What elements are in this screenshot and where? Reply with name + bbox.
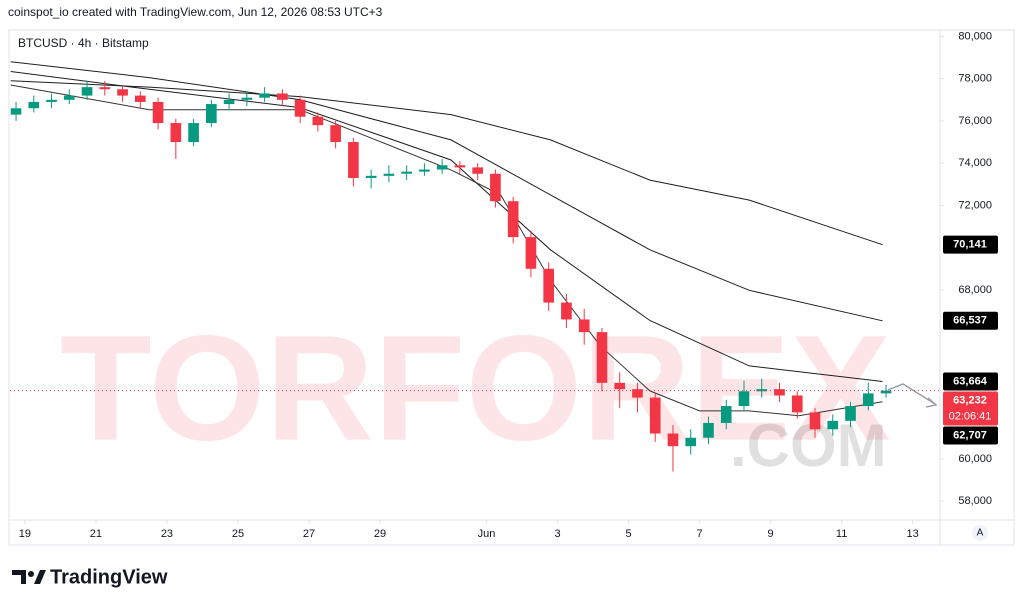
arrow-icon <box>887 383 938 408</box>
candle-body <box>312 116 324 126</box>
price-label: 70,141 <box>953 239 987 251</box>
candle-body <box>756 389 768 392</box>
candle-body <box>472 167 483 174</box>
header: coinspot_io created with TradingView.com… <box>8 5 383 19</box>
watermark-text: TORFOREX <box>60 304 891 472</box>
x-tick-label: 21 <box>90 528 102 540</box>
y-tick-label: 78,000 <box>958 73 992 85</box>
candle-body <box>809 412 821 430</box>
price-label: 62,707 <box>953 429 987 441</box>
candle-body <box>10 108 22 115</box>
candle-body <box>649 397 661 434</box>
x-tick-label: 27 <box>303 528 315 540</box>
candle-body <box>880 390 892 394</box>
price-label-box <box>943 372 998 391</box>
x-tick-label: 23 <box>161 528 173 540</box>
candle-body <box>152 101 164 124</box>
candle-body <box>99 87 111 90</box>
candle-body <box>223 99 235 105</box>
y-tick-label: 74,000 <box>958 157 992 169</box>
chart-frame <box>8 29 1015 546</box>
candle-body <box>436 165 448 170</box>
price-label: 63,232 <box>953 394 987 406</box>
ma-line <box>10 71 883 382</box>
candle-body <box>383 173 395 176</box>
x-tick-label: 5 <box>626 528 632 540</box>
candle-body <box>277 93 288 100</box>
x-tick-label: 9 <box>768 528 774 540</box>
candle-body <box>206 104 217 124</box>
candle-body <box>561 302 572 320</box>
candle-body <box>827 420 839 430</box>
x-tick-label: Jun <box>478 528 496 540</box>
price-label: 66,537 <box>953 315 987 327</box>
y-tick-label: 76,000 <box>958 115 992 127</box>
candle-body <box>578 319 590 333</box>
candle-body <box>490 173 501 202</box>
candle-body <box>401 171 412 174</box>
candle-body <box>845 406 856 421</box>
candle-body <box>348 142 359 178</box>
candle-body <box>63 95 75 100</box>
watermark: TORFOREX.COM <box>60 304 891 479</box>
candle-body <box>170 123 182 143</box>
ma-line <box>10 84 883 417</box>
x-tick-label: 3 <box>554 528 560 540</box>
price-label-box <box>943 426 998 445</box>
candle-body <box>667 433 679 447</box>
candle-body <box>134 95 146 102</box>
candle-body <box>862 393 874 407</box>
y-tick-label: 68,000 <box>958 284 992 296</box>
candle-body <box>28 101 40 109</box>
candle-body <box>419 169 430 172</box>
x-tick-label: 7 <box>697 528 703 540</box>
candle-body <box>117 89 128 96</box>
ma-line <box>10 61 883 322</box>
x-tick-label: 19 <box>19 528 31 540</box>
candle-body <box>543 268 555 303</box>
price-label: 63,664 <box>953 375 988 387</box>
scale-button-label[interactable]: A <box>977 528 984 539</box>
y-tick-label: 58,000 <box>958 495 992 507</box>
ma-line <box>10 80 883 246</box>
y-tick-label: 60,000 <box>958 453 992 465</box>
price-label-box <box>943 391 998 426</box>
candle-body <box>81 87 93 96</box>
candle-body <box>365 175 377 178</box>
candle-body <box>614 382 626 390</box>
x-tick-label: 29 <box>374 528 386 540</box>
candle-body <box>507 201 519 238</box>
candle-body <box>330 125 341 143</box>
candle-body <box>774 389 785 396</box>
y-tick-label: 80,000 <box>958 30 992 42</box>
scale-button[interactable] <box>972 525 988 541</box>
chart-title: BTCUSD · 4h · Bitstamp <box>18 36 149 50</box>
candle-body <box>685 437 697 447</box>
brand-logo <box>12 570 46 584</box>
candle-body <box>738 391 750 407</box>
candle-body <box>525 237 537 269</box>
x-tick-label: 11 <box>836 528 847 540</box>
candle-body <box>188 123 199 143</box>
candle-body <box>703 422 714 438</box>
countdown: 02:06:41 <box>949 410 992 422</box>
candle-body <box>720 406 732 423</box>
candle-body <box>454 165 466 168</box>
candle-body <box>294 99 306 117</box>
brand-name: TradingView <box>50 566 168 588</box>
price-label-box <box>943 235 998 254</box>
watermark-text: .COM <box>730 412 887 479</box>
candle-body <box>596 332 608 383</box>
x-tick-label: 13 <box>907 528 919 540</box>
candle-body <box>46 99 57 102</box>
candle-body <box>791 395 803 413</box>
candle-body <box>632 389 643 398</box>
price-label-box <box>943 311 998 330</box>
x-tick-label: 25 <box>232 528 244 540</box>
candle-body <box>241 97 253 100</box>
y-tick-label: 72,000 <box>958 199 992 211</box>
candle-body <box>259 93 270 98</box>
